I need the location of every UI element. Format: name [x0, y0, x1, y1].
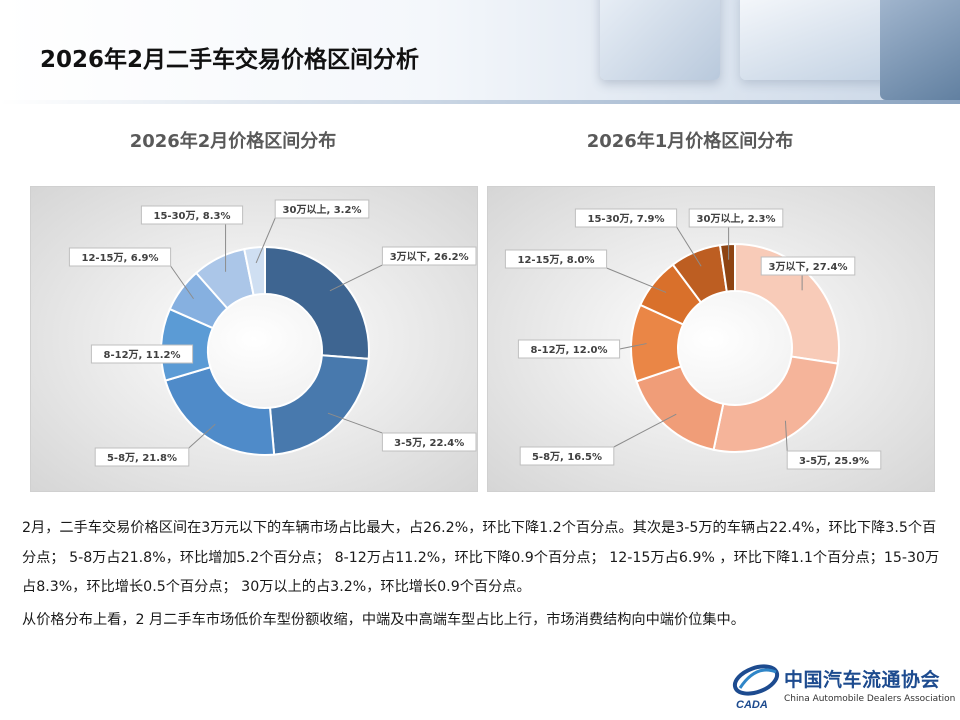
analysis-paragraph-1: 2月，二手车交易价格区间在3万元以下的车辆市场占比最大，占26.2%，环比下降1… [22, 520, 940, 595]
data-label-box [94, 447, 190, 467]
data-label-box [381, 246, 477, 266]
data-label-box [140, 205, 244, 225]
decorative-cube [880, 0, 960, 100]
data-label: 12-15万, 8.0% [518, 254, 595, 266]
leader-line [329, 264, 383, 292]
leader-line [606, 267, 667, 293]
leader-line [613, 413, 677, 448]
data-label-box [519, 446, 615, 466]
page-title: 2026年2月二手车交易价格区间分析 [40, 47, 420, 73]
analysis-paragraph-2: 从价格分布上看，2 月二手车市场低价车型份额收缩，中端及中高端车型占比上行，市场… [22, 611, 745, 628]
donut-slice [268, 354, 370, 456]
data-label: 8-12万, 12.0% [531, 344, 608, 356]
data-label-box [274, 199, 370, 219]
leader-line [327, 412, 383, 434]
leader-line [784, 420, 788, 452]
data-label: 5-8万, 16.5% [532, 451, 602, 463]
leader-line [170, 265, 194, 300]
data-label-box [381, 432, 477, 452]
data-label: 15-30万, 8.3% [154, 210, 231, 222]
donut-slice [712, 355, 839, 453]
logo-name: 中国汽车流通协会 [784, 669, 941, 691]
data-label: 3-5万, 25.9% [799, 455, 869, 467]
data-label: 3万以下, 27.4% [769, 261, 848, 273]
data-label: 15-30万, 7.9% [588, 213, 665, 225]
chart-title-jan: 2026年1月价格区间分布 [586, 131, 794, 152]
data-label-box [574, 208, 678, 228]
chart-title-feb: 2026年2月价格区间分布 [129, 131, 337, 152]
decorative-cube [740, 0, 890, 80]
leader-line [255, 217, 276, 264]
data-label: 3万以下, 26.2% [390, 251, 469, 263]
svg-text:CADA: CADA [736, 699, 768, 711]
leader-line [619, 343, 647, 350]
data-label-box [90, 344, 194, 364]
data-label: 30万以上, 2.3% [697, 212, 776, 225]
data-label-box [68, 247, 172, 267]
donut-slice [718, 242, 736, 293]
analysis-text: 2月，二手车交易价格区间在3万元以下的车辆市场占比最大，占26.2%，环比下降1… [22, 514, 942, 635]
data-label: 30万以上, 3.2% [283, 203, 362, 216]
leader-line [676, 226, 702, 267]
leader-line [188, 423, 216, 449]
header-divider [0, 100, 960, 104]
data-label-box [760, 256, 856, 276]
data-label: 12-15万, 6.9% [82, 252, 159, 264]
data-label: 8-12万, 11.2% [104, 349, 181, 361]
donut-slice [264, 245, 370, 360]
data-label: 5-8万, 21.8% [107, 452, 177, 464]
cada-logo: CADA 中国汽车流通协会 China Automobile Dealers A… [730, 658, 955, 714]
donut-chart-feb: 3万以下, 26.2% 3-5万, 22.4% 5-8万, 21.8% 8-12万, … [30, 186, 478, 492]
donut-slice [243, 245, 266, 297]
donut-chart-jan: 3万以下, 27.4% 3-5万, 25.9% 5-8万, 16.5% 8-12万, … [487, 186, 935, 492]
data-label-box [786, 450, 882, 470]
data-label: 3-5万, 22.4% [394, 437, 464, 449]
cada-emblem-icon: CADA [732, 664, 780, 711]
data-label-box [688, 208, 784, 228]
header-banner [0, 0, 960, 104]
decorative-cube [600, 0, 720, 80]
logo-subtitle: China Automobile Dealers Association [784, 694, 956, 704]
data-label-box [517, 339, 621, 359]
data-label-box [504, 249, 608, 269]
